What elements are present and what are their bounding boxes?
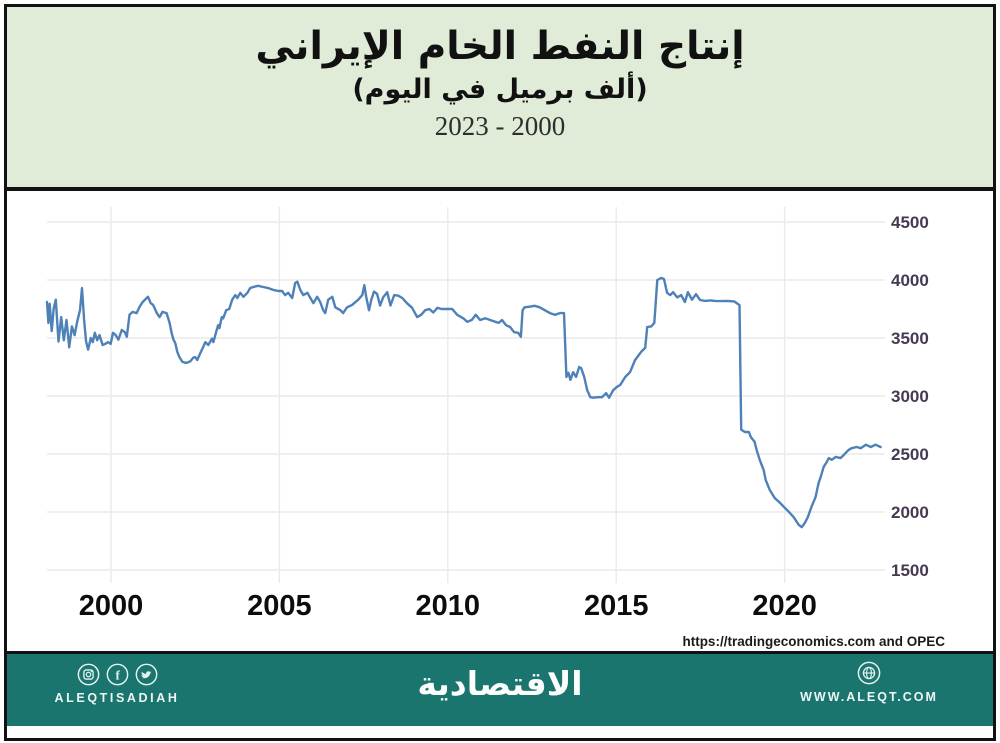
x-axis-tick-label: 2005 (247, 590, 312, 622)
y-axis-tick-label: 4500 (891, 213, 929, 232)
instagram-icon[interactable] (77, 663, 100, 686)
website-url[interactable]: WWW.ALEQT.COM (800, 690, 938, 704)
social-icons: f (51, 663, 183, 686)
footer-social-block: f ALEQTISADIAH (51, 663, 183, 705)
facebook-icon[interactable]: f (106, 663, 129, 686)
page-frame: إنتاج النفط الخام الإيراني (ألف برميل في… (4, 4, 996, 741)
brand-logo-arabic: الاقتصادية (417, 664, 583, 703)
production-line-chart: 2000 2005 2010 2015 2020 4500 4000 3500 3000 2500… (45, 207, 929, 622)
footer-bar: f ALEQTISADIAH الاقتصادية WWW.ALEQT.COM (7, 651, 993, 726)
y-axis-tick-label: 4000 (891, 271, 929, 290)
attribution: https://tradingeconomics.com and OPEC (682, 634, 945, 649)
y-axis-tick-label: 2500 (891, 445, 929, 464)
svg-text:f: f (115, 667, 120, 682)
header-panel: إنتاج النفط الخام الإيراني (ألف برميل في… (7, 7, 993, 191)
globe-icon[interactable] (857, 661, 881, 685)
y-axis-tick-label: 2000 (891, 503, 929, 522)
twitter-icon[interactable] (135, 663, 158, 686)
chart-title: إنتاج النفط الخام الإيراني (255, 24, 745, 69)
production-line (45, 276, 882, 529)
x-axis-tick-label: 2020 (752, 590, 817, 622)
y-axis-tick-label: 1500 (891, 561, 929, 580)
x-axis-tick-label: 2015 (584, 590, 649, 622)
footer-website-block: WWW.ALEQT.COM (779, 661, 959, 704)
chart-section: 2000 2005 2010 2015 2020 4500 4000 3500 3000 2500… (7, 191, 993, 651)
x-axis-tick-label: 2000 (79, 590, 144, 622)
chart-period: 2023 - 2000 (434, 110, 566, 141)
chart-subtitle: (ألف برميل في اليوم) (352, 73, 648, 105)
y-axis-tick-label: 3000 (891, 387, 929, 406)
y-axis-tick-label: 3500 (891, 329, 929, 348)
brand-name-latin: ALEQTISADIAH (54, 691, 180, 705)
x-axis-tick-label: 2010 (416, 590, 481, 622)
